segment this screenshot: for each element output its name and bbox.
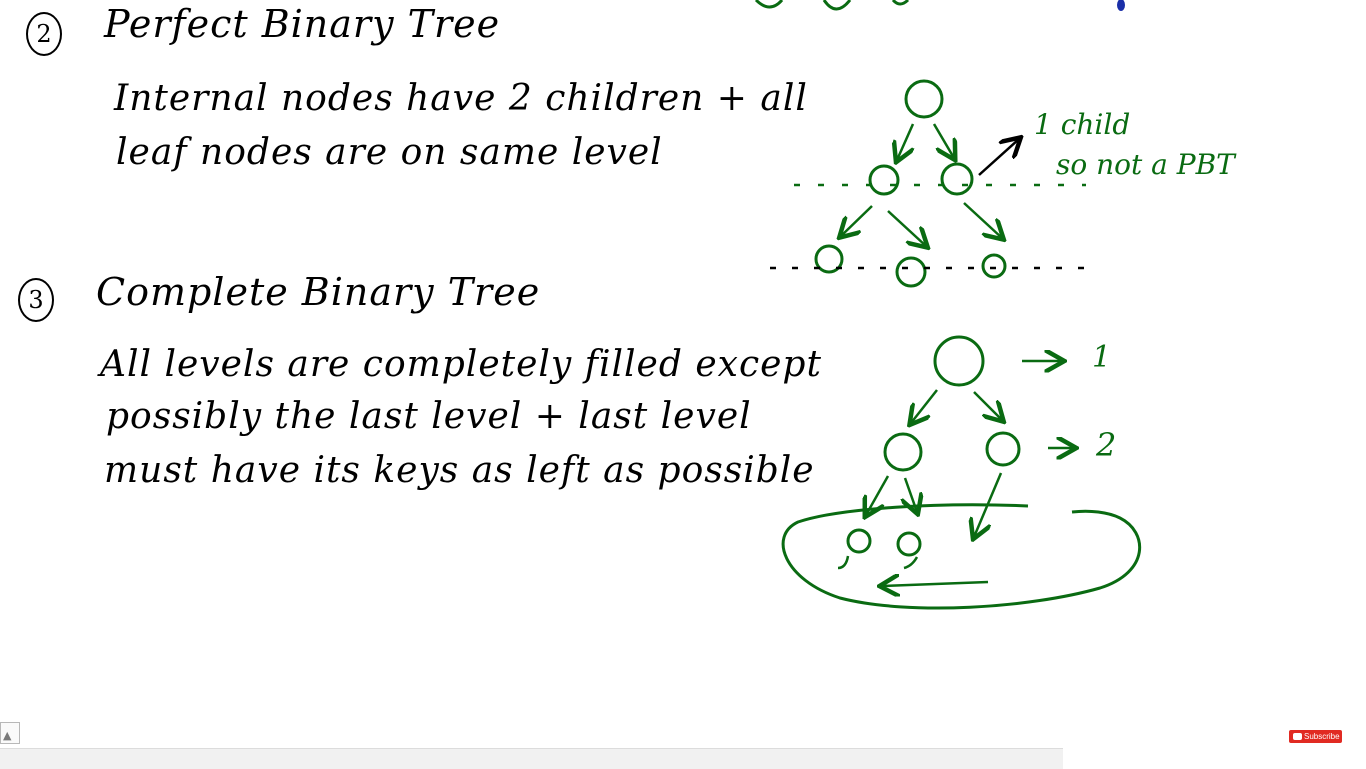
section-title-complete-binary-tree: Complete Binary Tree xyxy=(96,270,541,314)
tree-1-root-node xyxy=(904,79,944,119)
tree-1-note-line-1: 1 child xyxy=(1034,108,1131,141)
bottom-scrollbar[interactable] xyxy=(0,748,1063,769)
tree-2-left-node xyxy=(883,432,923,472)
tree-1-note-line-2: so not a PBT xyxy=(1056,148,1235,181)
section-number-3: 3 xyxy=(18,278,54,322)
tree-2-level-2-label: 2 xyxy=(1096,426,1117,464)
previous-drawing-residue xyxy=(754,0,910,11)
tree-1-leaf-node-1 xyxy=(814,244,844,274)
tree-1-left-node xyxy=(868,164,900,196)
section-title-perfect-binary-tree: Perfect Binary Tree xyxy=(104,2,501,46)
tree-2-leaf-node-2 xyxy=(896,531,922,557)
complete-tree-definition-line-1: All levels are completely filled except xyxy=(100,344,822,385)
tree-2-right-node xyxy=(985,431,1021,467)
tree-1-leaf-node-3 xyxy=(981,253,1007,279)
youtube-play-icon xyxy=(1293,733,1302,740)
tree-2-level-1-label: 1 xyxy=(1092,340,1112,375)
image-icon[interactable]: ▲ xyxy=(0,722,20,744)
annotation-arrow xyxy=(978,139,1019,176)
tree-2-edges xyxy=(866,361,1074,586)
tree-2-nodes xyxy=(846,335,1021,557)
leaf-tail-2 xyxy=(903,556,919,570)
perfect-tree-definition-line-2: leaf nodes are on same level xyxy=(116,132,663,173)
tree-2-root-node xyxy=(933,335,985,387)
perfect-tree-definition-line-1: Internal nodes have 2 children + all xyxy=(114,78,808,119)
subscribe-label: Subscribe xyxy=(1304,732,1340,741)
section-number-2: 2 xyxy=(26,12,62,56)
tree-2-leaf-node-1 xyxy=(846,528,872,554)
tree-1-nodes xyxy=(814,79,1007,288)
tree-1-leaf-node-2 xyxy=(895,256,927,288)
subscribe-button[interactable]: Subscribe xyxy=(1289,730,1342,743)
tree-1-edges xyxy=(841,123,1002,246)
last-level-enclosure xyxy=(781,503,1142,610)
blue-ink-dot xyxy=(1117,0,1125,11)
tree-1-right-node xyxy=(940,162,974,196)
complete-tree-definition-line-2: possibly the last level + last level xyxy=(106,396,752,437)
leaf-tail-1 xyxy=(837,555,850,570)
complete-tree-definition-line-3: must have its keys as left as possible xyxy=(104,450,815,491)
